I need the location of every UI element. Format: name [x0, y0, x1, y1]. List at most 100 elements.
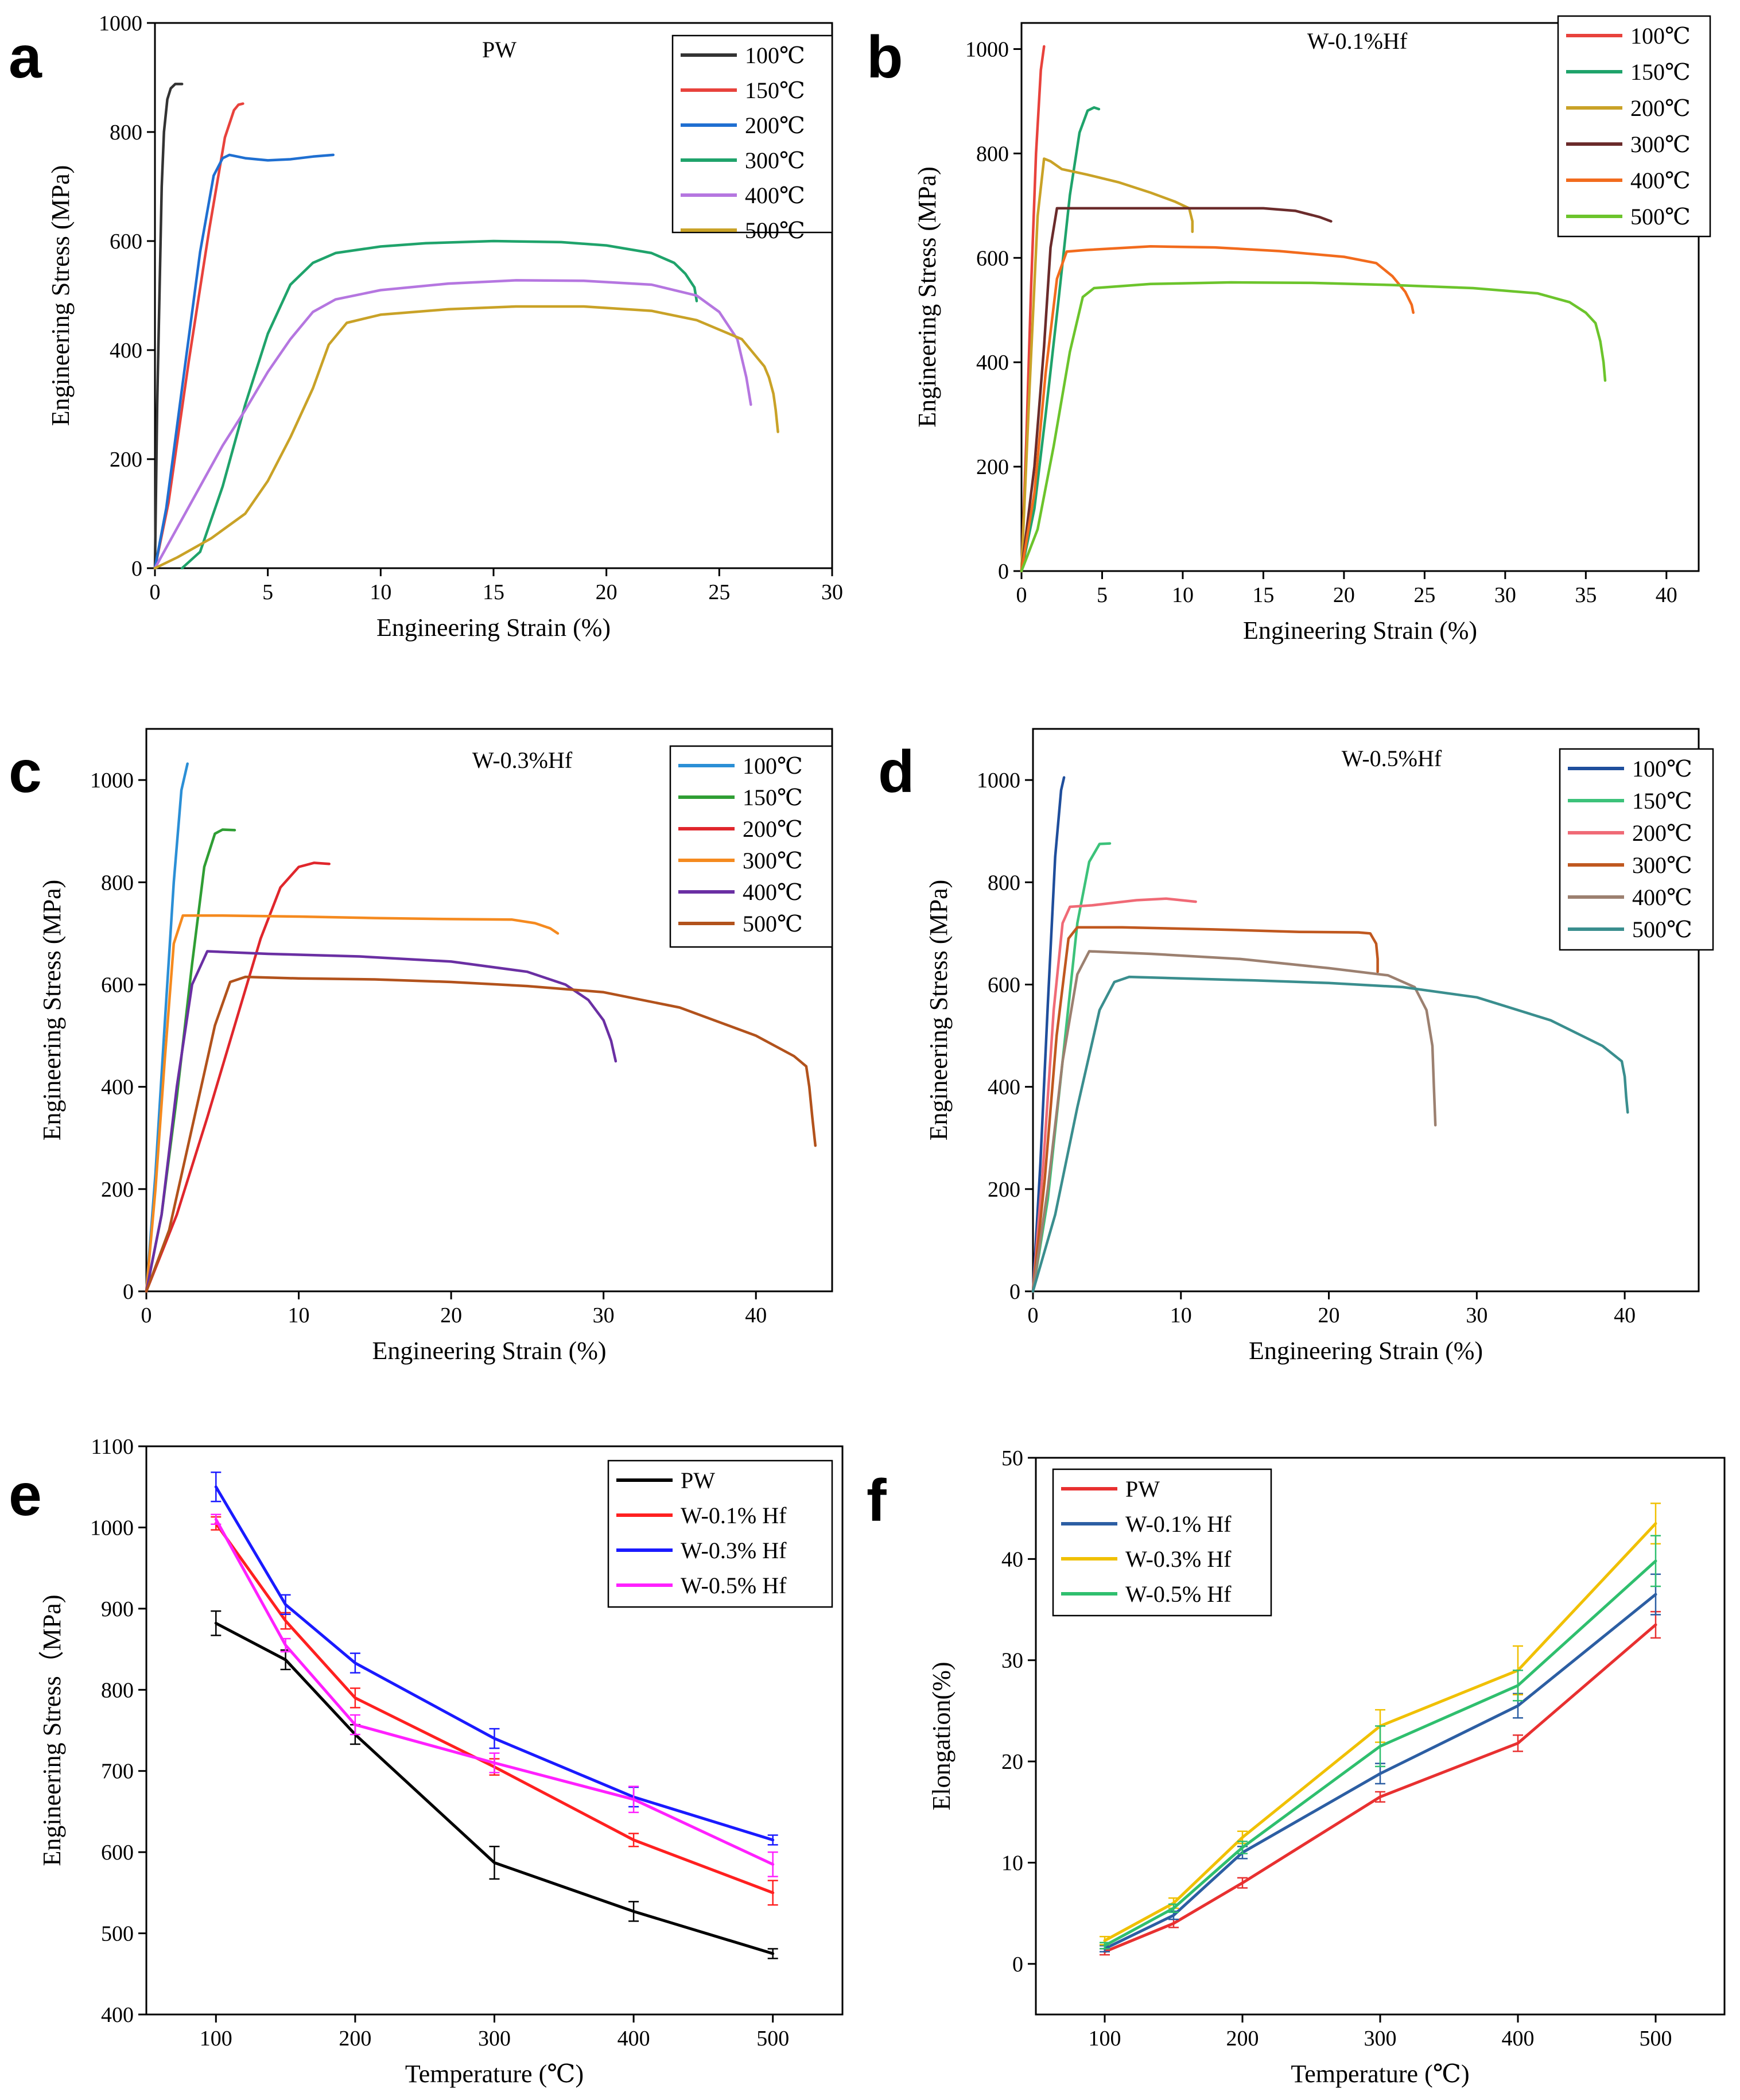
error-bar	[211, 1513, 222, 1525]
x-tick-label: 40	[1614, 1303, 1636, 1327]
series-line	[153, 279, 752, 570]
y-tick-label: 1000	[965, 37, 1009, 61]
series-line	[1031, 776, 1066, 1293]
legend-entry: 300℃	[1568, 852, 1692, 878]
y-tick-label: 800	[110, 121, 142, 145]
legend-entry: 300℃	[678, 848, 803, 874]
x-tick-label: 40	[1656, 583, 1677, 607]
x-tick-label: 10	[1170, 1303, 1192, 1327]
legend-label: 200℃	[745, 112, 805, 138]
series-6	[1031, 975, 1629, 1293]
y-tick-label: 800	[976, 142, 1009, 166]
error-bar	[1375, 1791, 1385, 1803]
legend-entry: 150℃	[1566, 59, 1691, 85]
y-tick-label: 500	[101, 1922, 134, 1946]
legend-box	[671, 34, 833, 234]
legend-label: 300℃	[1630, 131, 1691, 157]
error-bar	[349, 1714, 360, 1736]
x-tick-label: 300	[478, 2027, 511, 2051]
series-6	[153, 305, 779, 570]
error-bar	[767, 1948, 778, 1959]
y-axis-title: Elongation(%)	[927, 1662, 956, 1810]
legend-entry: W-0.1% Hf	[616, 1503, 787, 1528]
legend-label: W-0.3% Hf	[681, 1538, 787, 1563]
y-tick-label: 200	[110, 448, 142, 472]
legend-label: PW	[1125, 1476, 1160, 1502]
legend-label: 300℃	[743, 848, 803, 874]
x-tick-label: 400	[617, 2027, 650, 2051]
legend-label: 400℃	[1630, 168, 1691, 193]
series-4	[1100, 1535, 1661, 1950]
legend-label: W-0.1% Hf	[681, 1503, 787, 1528]
series-line	[1031, 975, 1629, 1293]
series-line	[214, 1517, 775, 1866]
error-bar	[1237, 1841, 1248, 1854]
series-1	[211, 1610, 778, 1959]
legend-label: 500℃	[745, 218, 805, 243]
series-line	[145, 861, 331, 1293]
y-tick-label: 800	[988, 871, 1020, 895]
chart-title: W-0.3%Hf	[472, 747, 573, 773]
legend-entry: W-0.5% Hf	[616, 1573, 787, 1598]
error-bar	[211, 1472, 222, 1503]
legend-entry: 150℃	[678, 785, 803, 810]
y-tick-label: 400	[110, 339, 142, 363]
x-axis-title: Engineering Strain (%)	[372, 1337, 606, 1365]
x-tick-label: 300	[1364, 2027, 1397, 2051]
chart-title: PW	[482, 37, 516, 63]
legend-label: 400℃	[745, 183, 805, 208]
y-tick-label: 1000	[99, 11, 142, 36]
series-line	[180, 239, 698, 570]
y-tick-label: 0	[1012, 1953, 1023, 1977]
series-line	[153, 153, 335, 570]
panel-letter: d	[878, 739, 915, 805]
panel-b: 0 5 10 15 20 25 30 35 4002004006008001000Enginee…	[867, 15, 1711, 645]
legend-entry: 500℃	[1566, 204, 1691, 230]
y-axis-title: Engineering Stress (MPa)	[46, 165, 75, 426]
y-tick-label: 400	[101, 1076, 134, 1100]
y-tick-label: 0	[1009, 1280, 1020, 1304]
x-tick-label: 200	[1226, 2027, 1259, 2051]
y-tick-label: 400	[101, 2003, 134, 2027]
series-line	[1103, 1623, 1657, 1954]
y-tick-label: 800	[101, 871, 134, 895]
legend-entry: 100℃	[678, 753, 803, 779]
error-bar	[1375, 1725, 1385, 1768]
series-line	[1031, 926, 1379, 1293]
y-tick-label: 0	[131, 557, 142, 581]
series-line	[1020, 207, 1333, 573]
legend-label: 100℃	[745, 42, 805, 68]
chart-title: W-0.5%Hf	[1342, 746, 1442, 771]
x-tick-label: 25	[1413, 583, 1435, 607]
y-tick-label: 40	[1001, 1547, 1023, 1571]
x-tick-label: 20	[1333, 583, 1355, 607]
y-tick-label: 0	[998, 560, 1009, 584]
x-tick-label: 20	[440, 1303, 462, 1327]
series-4	[1020, 207, 1333, 573]
series-line	[153, 83, 184, 570]
legend-label: 150℃	[743, 785, 803, 810]
series-line	[1103, 1593, 1657, 1950]
x-tick-label: 5	[262, 580, 273, 604]
y-axis-title: Engineering Stress (MPa)	[925, 880, 953, 1141]
series-2	[1031, 842, 1112, 1293]
legend-entry: 200℃	[1566, 95, 1691, 121]
y-tick-label: 600	[976, 246, 1009, 270]
x-tick-label: 0	[141, 1303, 152, 1327]
error-bar	[489, 1752, 500, 1773]
legend-label: 100℃	[1632, 756, 1692, 782]
legend-label: W-0.5% Hf	[681, 1573, 787, 1598]
y-tick-label: 200	[988, 1178, 1020, 1202]
series-5	[153, 279, 752, 570]
legend-entry: 200℃	[681, 112, 805, 138]
legend-label: W-0.1% Hf	[1125, 1511, 1232, 1537]
error-bar	[1100, 1942, 1110, 1950]
legend-entry: 200℃	[678, 816, 803, 842]
error-bar	[628, 1901, 639, 1922]
legend-box	[607, 1459, 833, 1608]
x-axis-title: Engineering Strain (%)	[1249, 1337, 1483, 1365]
legend-label: 200℃	[1632, 820, 1692, 846]
legend-label: 200℃	[1630, 95, 1691, 121]
series-2	[153, 102, 244, 570]
